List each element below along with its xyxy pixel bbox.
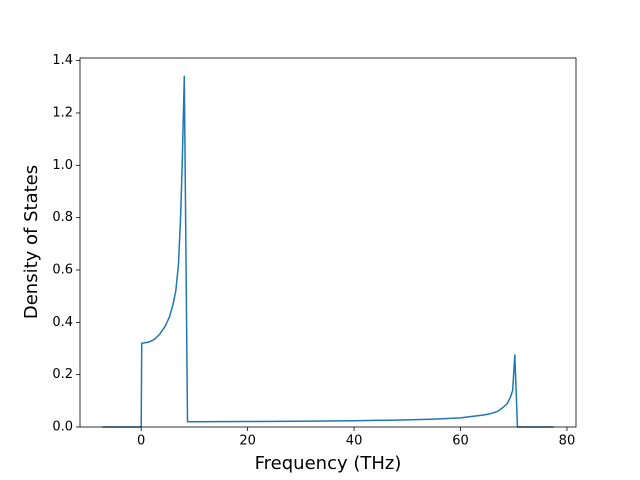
y-tick-label: 0.4 <box>52 315 73 330</box>
plot-frame <box>79 57 577 428</box>
data-line <box>102 75 554 428</box>
y-tick-label: 0.6 <box>52 262 73 277</box>
y-tick-label: 0.8 <box>52 210 73 225</box>
y-axis-label: Density of States <box>21 165 42 319</box>
y-tick-label: 0.0 <box>52 420 73 435</box>
y-tick-label: 1.0 <box>52 158 73 173</box>
y-tick-label: 1.4 <box>52 53 73 68</box>
x-tick-label: 60 <box>452 434 469 449</box>
x-tick-label: 0 <box>137 434 145 449</box>
x-tick-label: 20 <box>239 434 256 449</box>
x-tick-label: 80 <box>559 434 576 449</box>
x-axis-label: Frequency (THz) <box>255 453 402 474</box>
x-tick-label: 40 <box>346 434 363 449</box>
y-tick-label: 1.2 <box>52 105 73 120</box>
y-tick-label: 0.2 <box>52 367 73 382</box>
